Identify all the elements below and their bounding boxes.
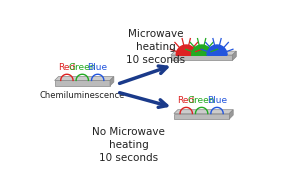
Polygon shape	[174, 114, 229, 119]
Polygon shape	[110, 77, 114, 86]
Text: No Microwave
heating
10 seconds: No Microwave heating 10 seconds	[92, 127, 165, 163]
Polygon shape	[232, 51, 236, 60]
Polygon shape	[207, 45, 227, 55]
Text: Microwave
heating
10 seconds: Microwave heating 10 seconds	[126, 29, 185, 65]
Polygon shape	[55, 81, 110, 86]
Text: Green: Green	[68, 63, 96, 72]
Text: Red: Red	[58, 63, 76, 72]
Polygon shape	[176, 45, 196, 55]
Polygon shape	[171, 55, 232, 60]
Polygon shape	[229, 110, 233, 119]
Text: Blue: Blue	[207, 96, 227, 105]
Polygon shape	[171, 51, 236, 55]
Text: Green: Green	[188, 96, 215, 105]
Text: Chemiluminescence: Chemiluminescence	[40, 91, 125, 100]
Polygon shape	[192, 45, 212, 55]
Polygon shape	[174, 110, 233, 114]
Polygon shape	[55, 77, 114, 81]
Text: Blue: Blue	[88, 63, 108, 72]
Text: Red: Red	[178, 96, 195, 105]
